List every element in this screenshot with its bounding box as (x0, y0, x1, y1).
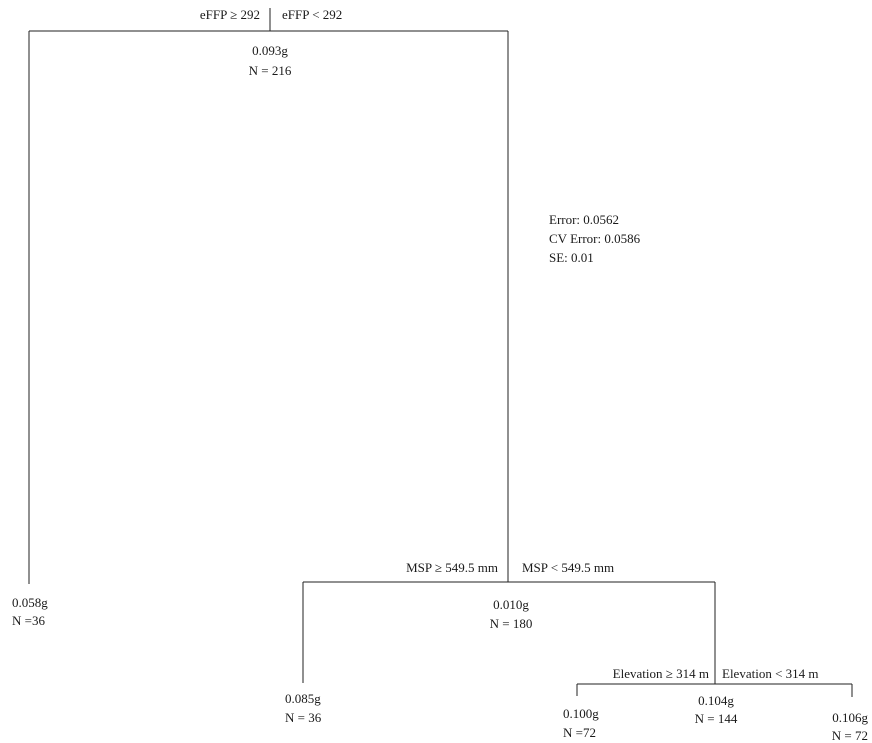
stats-cv-error: CV Error: 0.0586 (549, 231, 641, 246)
root-split-right-label: eFFP < 292 (282, 7, 342, 22)
leaf-elev-low-mean: 0.106g (832, 710, 868, 725)
elev-node-n: N = 144 (695, 711, 738, 726)
leaf-msp-high-mean: 0.085g (285, 691, 321, 706)
root-n: N = 216 (249, 63, 292, 78)
msp-node-mean: 0.010g (493, 597, 529, 612)
leaf-msp-high-n: N = 36 (285, 710, 322, 725)
leaf-effp-high-mean: 0.058g (12, 595, 48, 610)
root-split-left-label: eFFP ≥ 292 (200, 7, 260, 22)
elev-node-mean: 0.104g (698, 693, 734, 708)
root-mean: 0.093g (252, 43, 288, 58)
leaf-elev-low-n: N = 72 (832, 728, 868, 743)
stats-error: Error: 0.0562 (549, 212, 619, 227)
leaf-elev-high-n: N =72 (563, 725, 596, 740)
leaf-elev-high-mean: 0.100g (563, 706, 599, 721)
msp-split-left-label: MSP ≥ 549.5 mm (406, 560, 498, 575)
stats-se: SE: 0.01 (549, 250, 594, 265)
leaf-effp-high-n: N =36 (12, 613, 45, 628)
msp-split-right-label: MSP < 549.5 mm (522, 560, 614, 575)
elev-split-left-label: Elevation ≥ 314 m (613, 666, 709, 681)
elev-split-right-label: Elevation < 314 m (722, 666, 819, 681)
msp-node-n: N = 180 (490, 616, 533, 631)
